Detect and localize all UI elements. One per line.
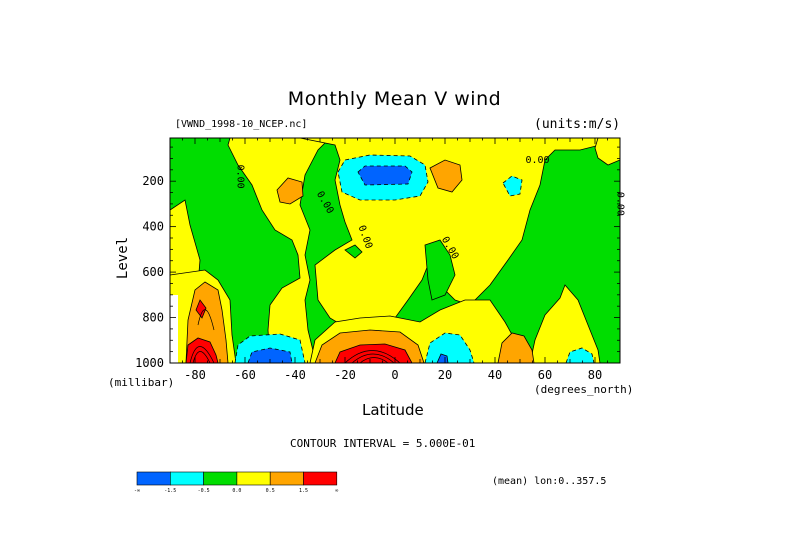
missing-data-region: [170, 295, 178, 363]
units-label: (units:m/s): [534, 117, 621, 132]
contour-interval-label: CONTOUR INTERVAL = 5.000E-01: [290, 437, 476, 450]
contour-fill-cyan-bottom-right: [565, 347, 595, 363]
contour-fill-blue-bottom-left: [247, 347, 293, 363]
contour-fill-cyan-bottom-mid: [424, 332, 475, 363]
chart-title: Monthly Mean V wind: [287, 88, 502, 110]
colorbar-label: 0.0: [232, 488, 241, 494]
mean-longitude-label: (mean) lon:0..357.5: [492, 476, 607, 487]
colorbar: -∞ -1.5 -0.5 0.0 0.5 1.5 ∞: [134, 471, 338, 494]
filled-contours: [170, 138, 620, 363]
x-tick-label: -20: [334, 368, 356, 382]
x-tick-label: 80: [588, 368, 602, 382]
contour-label: 0.00: [525, 155, 549, 166]
colorbar-label: -1.5: [164, 488, 176, 494]
colorbar-label: 0.5: [266, 488, 275, 494]
y-axis-label: Level: [115, 236, 131, 280]
y-tick-label: 600: [142, 265, 164, 279]
colorbar-swatch: [303, 471, 338, 486]
contour-fill-yellow-right: [529, 284, 601, 363]
source-file-label: [VWND_1998-10_NCEP.nc]: [175, 119, 308, 130]
x-tick-label: -80: [184, 368, 206, 382]
colorbar-swatch: [203, 471, 238, 486]
contour-fill-green-patch1: [344, 244, 363, 259]
colorbar-swatch: [269, 471, 304, 486]
contour-fill-orange-2: [429, 159, 463, 193]
colorbar-label: -0.5: [198, 488, 210, 494]
y-tick-label: 800: [142, 311, 164, 325]
contour-fill-red-left: [185, 337, 219, 363]
colorbar-label: ∞: [335, 488, 338, 494]
contour-fill-red-bottom: [334, 343, 413, 363]
colorbar-swatch: [136, 471, 171, 486]
x-tick-label: 0: [391, 368, 398, 382]
contour-fill-yellow-topright: [594, 138, 620, 166]
contour-fill-red-left2: [195, 299, 207, 319]
y-tick-label: 400: [142, 220, 164, 234]
x-tick-label: 40: [488, 368, 502, 382]
colorbar-label: -∞: [134, 488, 140, 494]
contour-fill-blue-top: [357, 165, 413, 186]
contour-label: 0.00: [235, 165, 246, 189]
x-axis: -80 -60 -40 -20 0 20 40 60 80: [169, 138, 621, 382]
colorbar-label: 1.5: [299, 488, 308, 494]
contour-fill-cyan-right: [502, 175, 523, 197]
colorbar-swatch: [170, 471, 204, 486]
y-tick-label: 200: [142, 174, 164, 188]
x-tick-label: -60: [234, 368, 256, 382]
contour-fill-green-patch2: [424, 239, 456, 301]
x-tick-label: 20: [438, 368, 452, 382]
contour-fill-orange-1: [276, 177, 304, 205]
x-tick-label: -40: [284, 368, 306, 382]
x-axis-units: (degrees_north): [534, 383, 634, 396]
y-tick-label: 1000: [135, 356, 164, 370]
contour-label: 0.00: [615, 192, 626, 216]
colorbar-swatch: [236, 471, 271, 486]
y-axis-units: (millibar): [108, 376, 175, 389]
x-tick-label: 60: [538, 368, 552, 382]
contour-fill-orange-right: [497, 332, 535, 363]
y-axis: 200 400 600 800 1000: [135, 146, 620, 370]
x-axis-label: Latitude: [362, 401, 424, 419]
